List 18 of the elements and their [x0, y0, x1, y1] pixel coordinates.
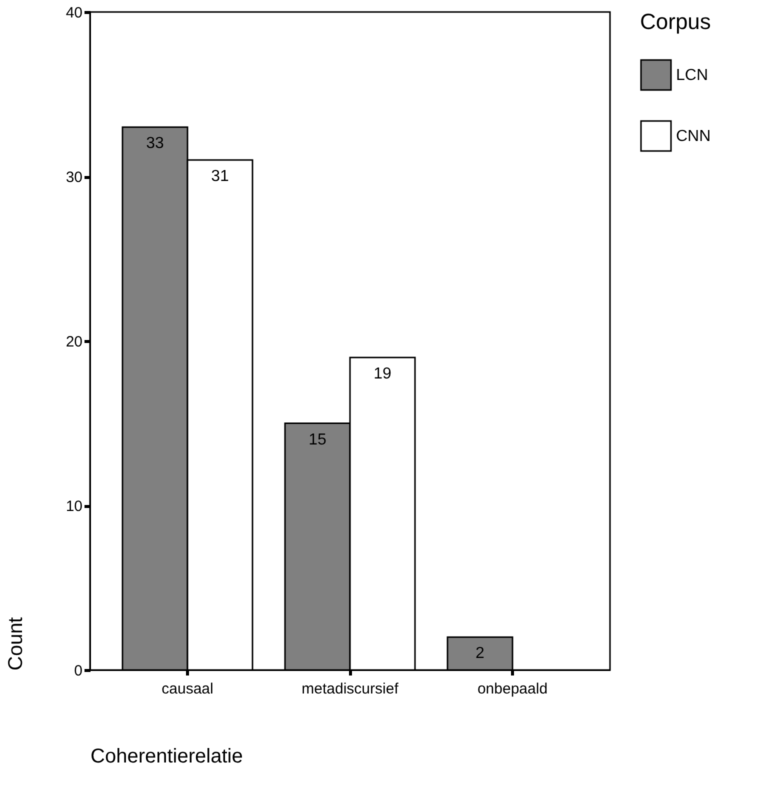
y-tick-label: 0	[74, 662, 82, 680]
data-label: 15	[308, 431, 326, 448]
x-tick-label: metadiscursief	[302, 680, 400, 698]
data-label: 31	[211, 168, 229, 186]
data-label: 19	[374, 365, 392, 382]
legend-label: LCN	[676, 67, 708, 84]
data-label: 33	[146, 135, 164, 152]
y-axis-title: Count	[4, 616, 27, 670]
x-tick-label: causaal	[162, 680, 214, 698]
x-tick-label: onbepaald	[477, 680, 548, 698]
y-tick-label: 30	[66, 169, 82, 186]
y-tick-label: 10	[66, 498, 82, 515]
legend-title: Corpus	[640, 9, 711, 34]
y-tick-label: 20	[66, 334, 82, 350]
y-tick-label: 40	[66, 4, 82, 22]
x-axis-title: Coherentierelatie	[90, 746, 243, 768]
legend-label: CNN	[676, 128, 711, 145]
data-label: 2	[476, 645, 485, 662]
